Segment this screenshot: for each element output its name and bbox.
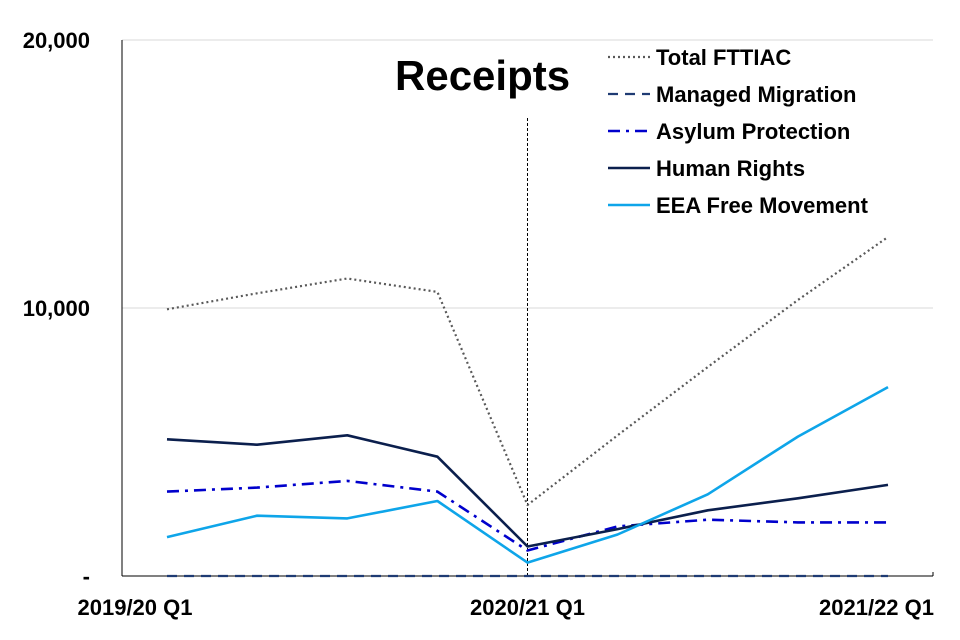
x-tick-label: 2021/22 Q1 [819, 595, 934, 620]
x-tick-labels: 2019/20 Q1 2020/21 Q1 2021/22 Q1 [78, 595, 934, 620]
y-tick-label: 20,000 [23, 28, 90, 53]
series-line-human-rights [166, 433, 889, 548]
series-line-eea-free-movement [166, 385, 889, 564]
legend: Total FTTIAC Managed Migration Asylum Prot… [608, 45, 869, 218]
x-tick-label: 2020/21 Q1 [470, 595, 585, 620]
legend-label: Managed Migration [656, 82, 856, 107]
series-lines [166, 236, 889, 578]
y-tick-label: 10,000 [23, 296, 90, 321]
legend-label: EEA Free Movement [656, 193, 869, 218]
series-line-asylum-protection [166, 479, 888, 552]
legend-label: Asylum Protection [656, 119, 850, 144]
y-tick-labels: - 10,000 20,000 [23, 28, 90, 589]
legend-label: Total FTTIAC [656, 45, 791, 70]
y-tick-label: - [83, 564, 90, 589]
series-line-total-fttiac [166, 236, 889, 507]
legend-label: Human Rights [656, 156, 805, 181]
chart-title: Receipts [395, 52, 570, 99]
x-tick-label: 2019/20 Q1 [78, 595, 193, 620]
